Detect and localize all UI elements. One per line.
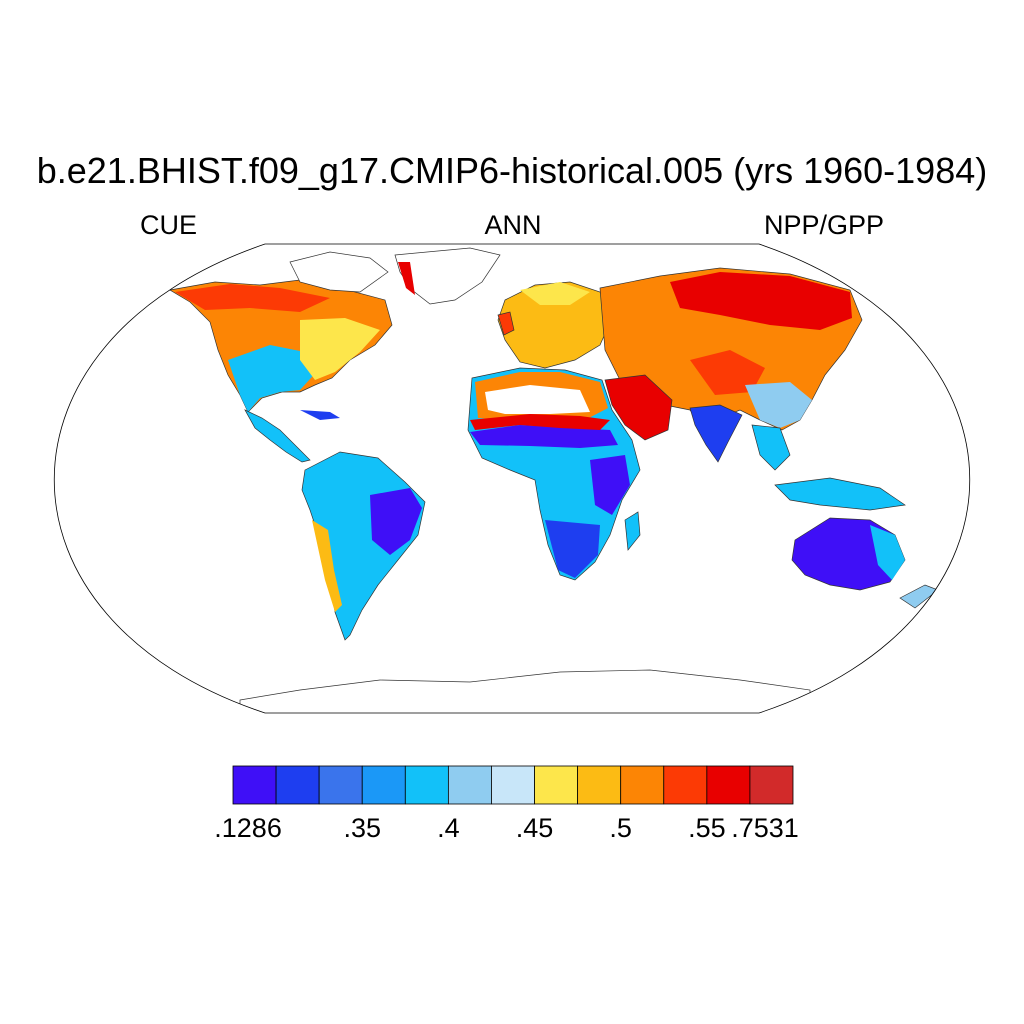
east-africa [590, 455, 630, 515]
colorbar-box [663, 765, 708, 805]
europe-land [497, 281, 613, 369]
colorbar-box [232, 765, 277, 805]
india-land [689, 404, 743, 463]
south-america-west [312, 520, 342, 612]
antarctica-outline [239, 669, 811, 713]
colorbar-box [620, 765, 665, 805]
new-zealand [899, 584, 939, 609]
north-america-east [300, 318, 380, 380]
colorbar-box [361, 765, 406, 805]
colorbar-box [749, 765, 794, 805]
colorbar-box [275, 765, 320, 805]
colorbar-box [404, 765, 449, 805]
asia-south [745, 382, 812, 428]
siberia-high [670, 272, 852, 330]
figure-title: b.e21.BHIST.f09_g17.CMIP6-historical.005… [36, 150, 988, 191]
colorbar-box [534, 765, 579, 805]
arctic-islands [289, 251, 389, 293]
colorbar-box [447, 765, 492, 805]
north-america-north [175, 284, 330, 312]
colorbar-tick-label: .4 [437, 813, 460, 843]
sahara-empty [485, 385, 590, 414]
greenland-coast [398, 262, 415, 295]
colorbar-box [706, 765, 751, 805]
british-isles [497, 311, 515, 336]
colorbar [232, 765, 794, 805]
arabia-land [604, 374, 673, 441]
colorbar-box [577, 765, 622, 805]
sahel-band [470, 425, 618, 448]
colorbar-box [318, 765, 363, 805]
land-fields [169, 247, 939, 713]
southeast-asia [751, 424, 791, 471]
sahel-high [470, 414, 610, 430]
map-border [53, 243, 971, 714]
europe-north [520, 282, 590, 305]
australia-east [870, 525, 905, 580]
colorbar-tick-label: .7531 [731, 813, 799, 843]
colorbar-tick-label: .55 [688, 813, 726, 843]
colorbar-box [491, 765, 535, 805]
north-america-south [228, 345, 320, 412]
central-asia [690, 350, 765, 395]
caribbean-land [300, 410, 340, 420]
subtitle-left: CUE [140, 210, 198, 240]
colorbar-tick-label: .5 [609, 813, 632, 843]
central-america-land [244, 409, 311, 463]
madagascar [624, 511, 641, 551]
colorbar-tick-label: .35 [343, 813, 381, 843]
subtitle-center: ANN [484, 210, 542, 240]
south-america-east [370, 488, 422, 555]
southern-africa [545, 520, 600, 578]
subtitle-right: NPP/GPP [763, 210, 884, 240]
colorbar-tick-label: .45 [515, 813, 554, 843]
colorbar-tick-label: .1286 [214, 813, 282, 843]
indonesia-islands [774, 477, 906, 511]
